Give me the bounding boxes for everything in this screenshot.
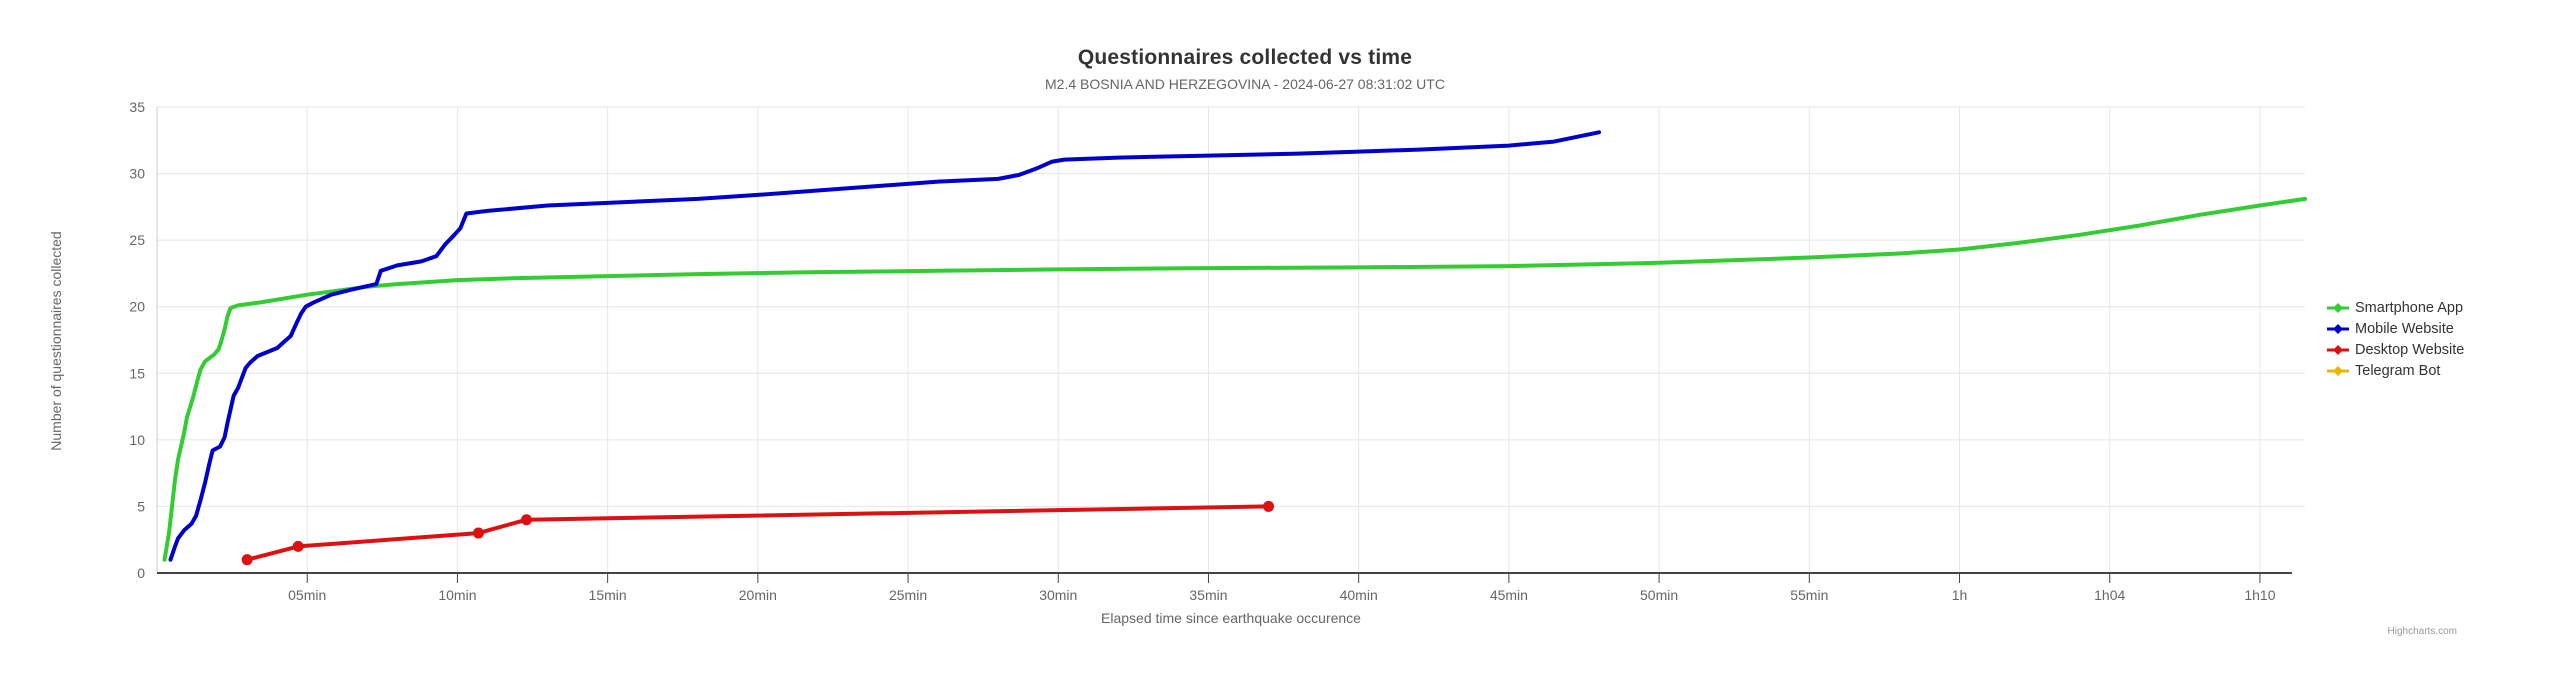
chart-subtitle: M2.4 BOSNIA AND HERZEGOVINA - 2024-06-27… bbox=[1045, 76, 1445, 92]
x-tick-label-15min: 15min bbox=[589, 587, 627, 603]
highcharts-credit[interactable]: Highcharts.com bbox=[2387, 626, 2457, 637]
x-tick-label-55min: 55min bbox=[1790, 587, 1828, 603]
x-tick-label-10min: 10min bbox=[438, 587, 476, 603]
legend-item-mobile-website[interactable]: Mobile Website bbox=[2327, 320, 2464, 337]
y-tick-label-5: 5 bbox=[137, 498, 145, 514]
series-marker-desktop-website bbox=[1263, 500, 1275, 512]
y-tick-label-15: 15 bbox=[129, 365, 145, 381]
legend: Smartphone App Mobile Website Desktop Webs… bbox=[2327, 299, 2464, 379]
y-tick-label-30: 30 bbox=[129, 166, 145, 182]
y-axis-title: Number of questionnaires collected bbox=[48, 231, 64, 451]
x-tick-label-50min: 50min bbox=[1640, 587, 1678, 603]
x-tick-label-1h10: 1h10 bbox=[2244, 587, 2275, 603]
legend-label: Smartphone App bbox=[2355, 299, 2464, 316]
legend-item-desktop-website[interactable]: Desktop Website bbox=[2327, 341, 2464, 358]
legend-label: Mobile Website bbox=[2355, 320, 2454, 337]
legend-label: Telegram Bot bbox=[2355, 362, 2441, 379]
legend-item-telegram-bot[interactable]: Telegram Bot bbox=[2327, 362, 2464, 379]
x-tick-label-45min: 45min bbox=[1490, 587, 1528, 603]
x-tick-label-30min: 30min bbox=[1039, 587, 1077, 603]
legend-item-smartphone-app[interactable]: Smartphone App bbox=[2327, 299, 2464, 316]
x-tick-label-25min: 25min bbox=[889, 587, 927, 603]
y-tick-label-0: 0 bbox=[137, 565, 145, 581]
x-tick-label-1h: 1h bbox=[1952, 587, 1968, 603]
legend-marker-icon bbox=[2327, 302, 2349, 313]
x-tick-label-35min: 35min bbox=[1189, 587, 1227, 603]
x-tick-label-05min: 05min bbox=[288, 587, 326, 603]
x-axis-title: Elapsed time since earthquake occurence bbox=[1101, 610, 1361, 626]
y-tick-label-10: 10 bbox=[129, 432, 145, 448]
x-tick-label-1h04: 1h04 bbox=[2094, 587, 2125, 603]
legend-marker-icon bbox=[2327, 365, 2349, 376]
chart-title: Questionnaires collected vs time bbox=[1077, 46, 1413, 69]
legend-label: Desktop Website bbox=[2355, 341, 2465, 358]
x-tick-label-40min: 40min bbox=[1340, 587, 1378, 603]
y-tick-label-35: 35 bbox=[129, 99, 145, 115]
series-marker-desktop-website bbox=[472, 527, 484, 539]
x-tick-label-20min: 20min bbox=[739, 587, 777, 603]
legend-marker-icon bbox=[2327, 323, 2349, 334]
series-line-mobile-website bbox=[168, 130, 1601, 562]
series-marker-desktop-website bbox=[521, 514, 533, 526]
series-marker-desktop-website bbox=[292, 540, 304, 552]
y-tick-label-20: 20 bbox=[129, 299, 145, 315]
legend-marker-icon bbox=[2327, 344, 2349, 355]
y-tick-label-25: 25 bbox=[129, 232, 145, 248]
series-marker-desktop-website bbox=[241, 554, 253, 566]
